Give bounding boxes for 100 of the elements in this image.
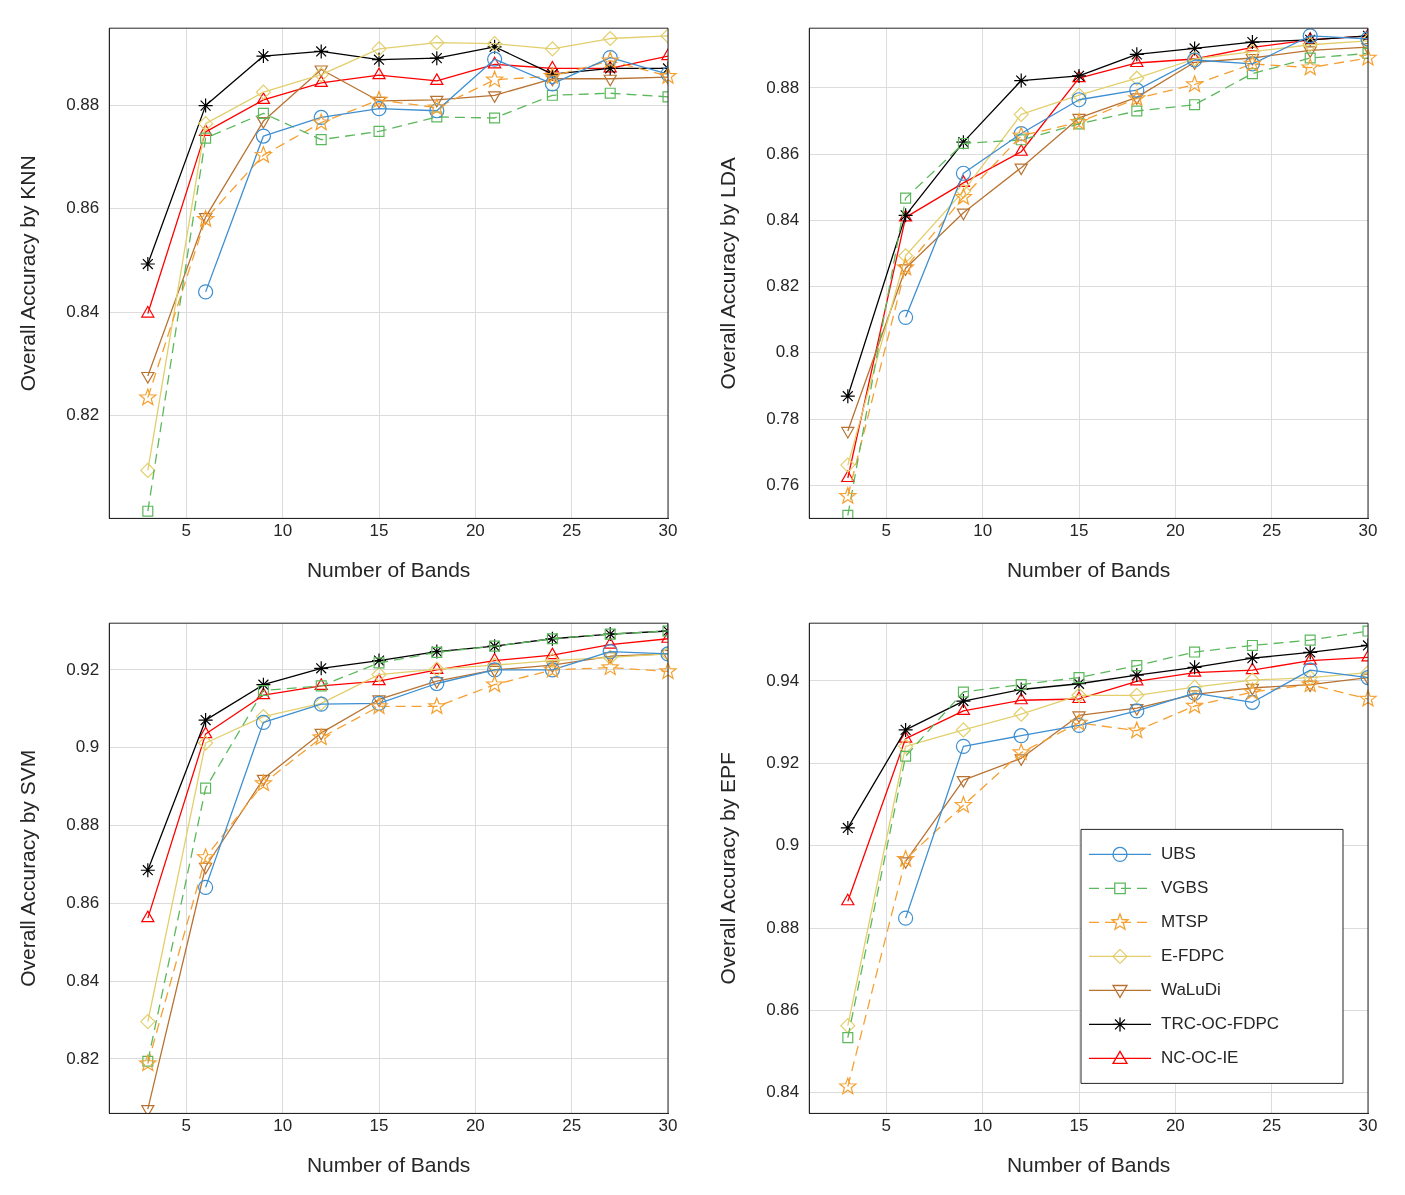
x-tick-label: 10 xyxy=(973,521,993,541)
point xyxy=(842,1032,854,1044)
y-axis-title: Overall Accuracy by SVM xyxy=(16,749,40,987)
y-tick-label: 0.88 xyxy=(766,77,800,97)
point xyxy=(489,112,501,124)
point xyxy=(255,84,272,100)
point xyxy=(200,132,212,144)
point xyxy=(898,722,914,738)
point xyxy=(840,388,856,404)
point xyxy=(428,697,446,714)
point xyxy=(314,75,328,87)
point xyxy=(1129,667,1145,683)
y-tick-label: 0.88 xyxy=(66,815,100,835)
point xyxy=(485,70,504,88)
y-tick-label: 0.82 xyxy=(66,1048,100,1068)
point xyxy=(487,51,503,67)
point xyxy=(429,50,445,66)
point xyxy=(487,91,502,103)
point xyxy=(955,738,972,754)
point xyxy=(602,60,618,77)
y-tick-label: 0.86 xyxy=(66,198,100,218)
point xyxy=(141,305,155,318)
point xyxy=(198,726,213,739)
x-tick-label: 30 xyxy=(1358,521,1378,541)
y-tick-label: 0.82 xyxy=(66,404,100,424)
x-tick-label: 20 xyxy=(465,1116,485,1136)
point xyxy=(841,470,855,483)
point xyxy=(140,462,156,479)
x-tick-label: 10 xyxy=(273,521,293,541)
y-tick-label: 0.8 xyxy=(775,342,800,362)
y-tick-label: 0.84 xyxy=(766,1082,800,1102)
point xyxy=(1303,46,1317,58)
point xyxy=(1071,87,1087,103)
point xyxy=(313,43,329,60)
point xyxy=(1014,144,1028,156)
point xyxy=(1131,660,1143,672)
point xyxy=(140,862,156,878)
point xyxy=(1012,743,1030,761)
y-tick-label: 0.82 xyxy=(766,276,800,296)
legend-label: WaLuDi xyxy=(1161,980,1221,1000)
point xyxy=(1013,106,1029,122)
point xyxy=(1128,89,1146,106)
point xyxy=(198,735,214,751)
point xyxy=(198,116,214,132)
point xyxy=(896,850,915,867)
y-tick-label: 0.78 xyxy=(766,408,800,428)
point xyxy=(1304,52,1316,64)
point xyxy=(1129,46,1145,62)
point xyxy=(1245,683,1260,696)
point xyxy=(312,728,330,746)
legend-label: VGBS xyxy=(1161,878,1209,898)
point xyxy=(431,111,443,123)
point xyxy=(1246,639,1258,651)
point xyxy=(1013,72,1029,89)
point xyxy=(1130,55,1144,68)
point xyxy=(896,258,915,276)
x-tick-label: 30 xyxy=(1358,1116,1378,1136)
point xyxy=(255,48,272,64)
point xyxy=(373,125,385,137)
point xyxy=(1131,105,1143,117)
point xyxy=(1244,650,1260,666)
point xyxy=(840,1018,856,1034)
point xyxy=(1187,40,1203,56)
point xyxy=(1302,644,1318,661)
point xyxy=(601,658,619,676)
point xyxy=(1303,653,1317,665)
point xyxy=(900,192,912,204)
point xyxy=(142,505,154,517)
point xyxy=(840,820,856,836)
y-axis-title: Overall Accuracy by LDA xyxy=(716,157,740,390)
point xyxy=(1302,32,1318,48)
point xyxy=(603,637,617,649)
point xyxy=(1187,659,1203,675)
point xyxy=(1303,32,1317,44)
x-tick-label: 5 xyxy=(181,521,192,541)
x-tick-label: 25 xyxy=(562,521,582,541)
point xyxy=(198,879,214,895)
point xyxy=(1128,721,1146,739)
point xyxy=(546,89,558,101)
x-axis-title: Number of Bands xyxy=(1006,558,1171,582)
point xyxy=(1244,44,1260,60)
y-axis-title: Overall Accuracy by KNN xyxy=(16,155,40,392)
x-tick-label: 15 xyxy=(369,1116,389,1136)
point xyxy=(372,67,386,80)
point xyxy=(1071,92,1087,108)
point xyxy=(957,686,969,698)
point xyxy=(313,660,329,676)
point xyxy=(1185,696,1204,714)
point xyxy=(256,92,271,105)
point xyxy=(955,693,972,709)
point xyxy=(1071,717,1087,733)
point xyxy=(256,116,271,129)
point xyxy=(840,457,856,473)
point xyxy=(1014,692,1028,705)
point xyxy=(544,76,560,92)
point xyxy=(1013,681,1029,698)
point xyxy=(141,910,155,923)
point xyxy=(839,487,857,504)
point xyxy=(1245,662,1260,675)
point xyxy=(487,652,502,665)
